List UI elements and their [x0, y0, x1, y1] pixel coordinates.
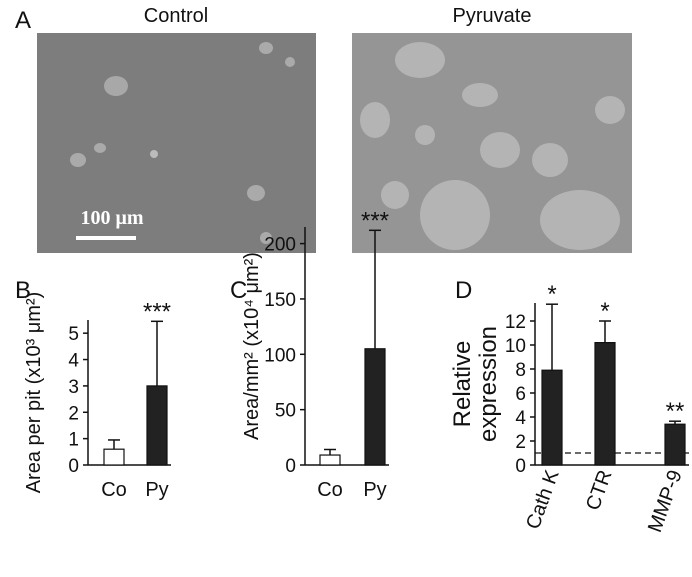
y-tick-label: 0: [285, 456, 296, 477]
y-axis-label: Relative: [449, 341, 476, 428]
y-tick-label: 8: [515, 360, 526, 381]
y-tick-label: 0: [515, 456, 526, 477]
y-tick-label: 0: [68, 456, 79, 477]
y-tick-label: 6: [515, 384, 526, 405]
y-tick-label: 4: [515, 408, 526, 429]
x-tick-label: Py: [145, 479, 168, 501]
x-tick-label: Co: [317, 479, 343, 501]
scale-bar-label: 100 μm: [81, 207, 144, 229]
x-tick-label: MMP-9: [644, 467, 687, 535]
x-tick-label: Co: [101, 479, 127, 501]
panel-letter: D: [455, 277, 472, 304]
y-tick-label: 10: [505, 336, 526, 357]
image-title: Pyruvate: [453, 5, 532, 27]
image-title: Control: [144, 5, 208, 27]
y-tick-label: 2: [515, 432, 526, 453]
bar: [541, 369, 563, 466]
y-tick-label: 200: [264, 235, 296, 256]
bar: [664, 423, 686, 466]
y-tick-label: 1: [68, 430, 79, 451]
x-tick-label: Cath K: [522, 467, 564, 533]
bar: [146, 385, 168, 466]
significance: ***: [361, 207, 389, 234]
bar: [364, 348, 386, 466]
x-tick-label: Py: [363, 479, 386, 501]
y-axis-label: expression: [475, 326, 502, 442]
bar: [594, 342, 616, 466]
significance: **: [666, 398, 685, 425]
significance: *: [547, 281, 556, 308]
y-tick-label: 100: [264, 345, 296, 366]
panel-letter: B: [15, 277, 31, 304]
bar: [103, 448, 125, 466]
significance: *: [600, 298, 609, 325]
micrograph-pyruvate: [352, 33, 632, 253]
y-axis-label: Area per pit (x10³ μm²): [23, 292, 45, 494]
y-tick-label: 5: [68, 324, 79, 345]
y-axis-label: Area/mm² (x10⁴ μm²): [241, 252, 263, 440]
significance: ***: [143, 298, 171, 325]
panel-letter: A: [15, 7, 31, 34]
y-tick-label: 2: [68, 403, 79, 424]
bar: [319, 454, 341, 466]
micrograph-control: 100 μm: [37, 33, 316, 253]
y-tick-label: 150: [264, 290, 296, 311]
y-tick-label: 3: [68, 377, 79, 398]
y-tick-label: 12: [505, 312, 526, 333]
y-tick-label: 50: [275, 401, 296, 422]
y-tick-label: 4: [68, 351, 79, 372]
panel-letter: C: [230, 277, 247, 304]
x-tick-label: CTR: [582, 467, 617, 513]
